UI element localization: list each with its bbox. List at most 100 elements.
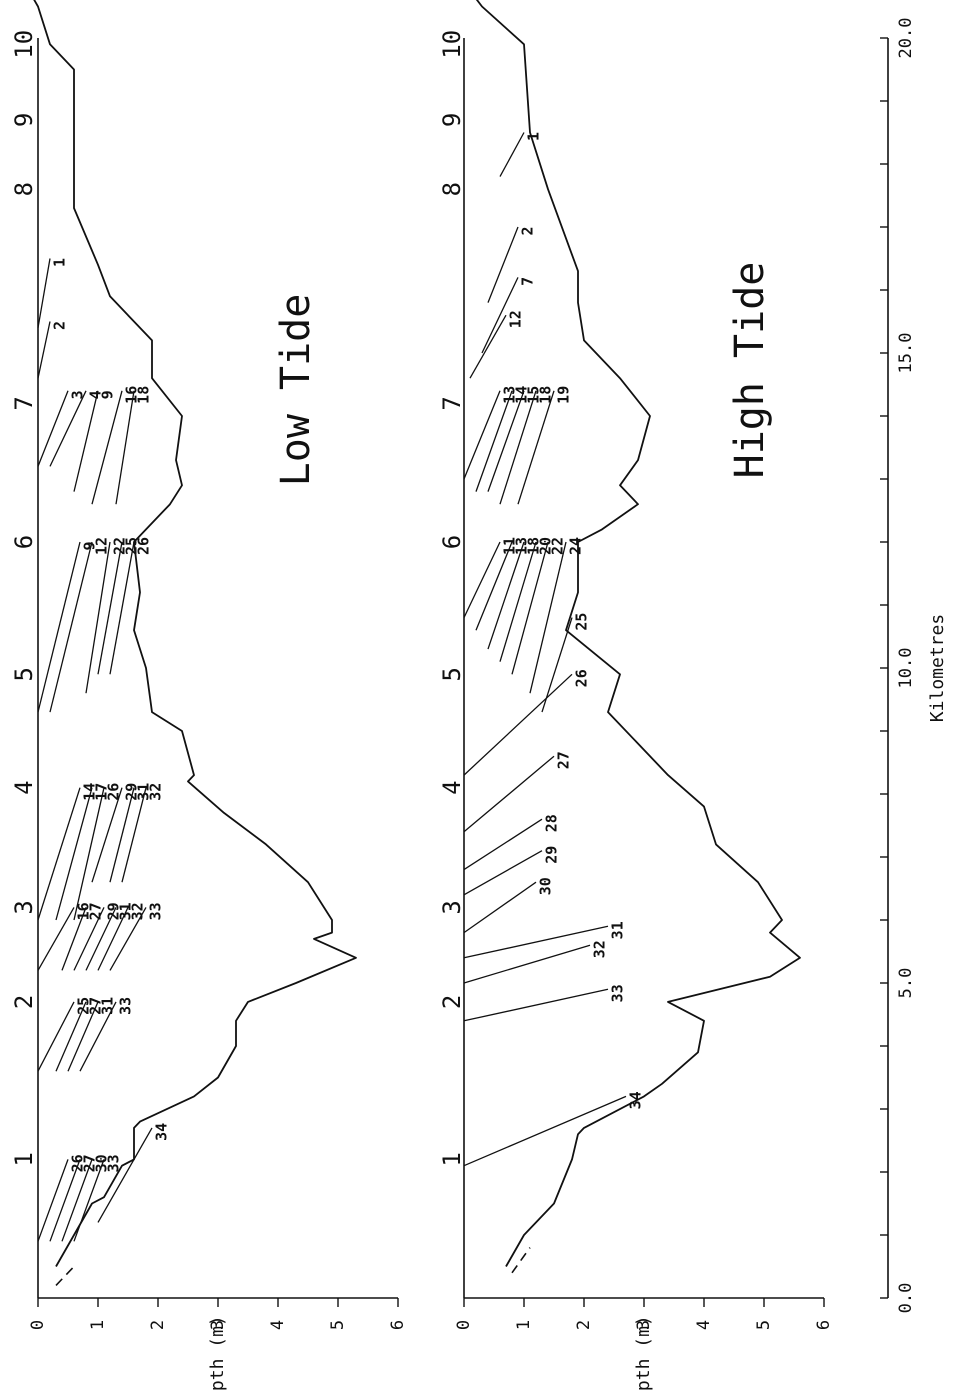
high-tide-contour-label: 14 xyxy=(513,386,531,404)
low-tide-contour-label: 25 xyxy=(75,997,93,1015)
low-tide-isoline xyxy=(73,787,105,921)
low-tide-isoline xyxy=(109,541,135,675)
low-tide-isoline xyxy=(85,541,111,694)
high-tide-isoline xyxy=(463,850,543,896)
high-tide-isoline xyxy=(463,673,573,776)
high-tide-contour-label: 19 xyxy=(555,386,573,404)
low-tide-contour-label: 32 xyxy=(147,783,165,801)
low-tide-contour-label: 26 xyxy=(69,1154,87,1172)
high-tide-isoline xyxy=(517,390,555,505)
low-tide-isoline xyxy=(37,1001,75,1072)
high-tide-station-label: 6 xyxy=(438,535,466,549)
low-tide-station-label: 9 xyxy=(10,113,38,127)
low-tide-isoline xyxy=(49,1159,81,1242)
low-tide-station-label: 1 xyxy=(10,1152,38,1166)
low-tide-contour-label: 12 xyxy=(93,537,111,555)
low-tide-isoline xyxy=(37,541,81,713)
high-tide-depth-tick-label: 5 xyxy=(754,1320,774,1330)
high-tide-isoline xyxy=(463,390,501,480)
high-tide-bottom-profile xyxy=(475,0,801,1267)
distance-tick-label: 15.0 xyxy=(896,333,916,374)
low-tide-contour-label: 27 xyxy=(87,997,105,1015)
high-tide-station-label: 3 xyxy=(438,900,466,914)
low-tide-isoline xyxy=(115,390,135,505)
high-tide-contour-label: 18 xyxy=(537,386,555,404)
low-tide-contour-label: 1 xyxy=(51,258,69,267)
low-tide-bottom-profile xyxy=(33,0,357,1267)
high-tide-contour-label: 25 xyxy=(573,613,591,631)
high-tide-isoline xyxy=(463,1095,627,1167)
low-tide-isoline xyxy=(37,1159,69,1242)
low-tide-contour-label: 4 xyxy=(87,390,105,399)
low-tide-depth-tick-label: 1 xyxy=(88,1320,108,1330)
low-tide-station-label: 8 xyxy=(10,182,38,196)
high-tide-contour-label: 13 xyxy=(501,386,519,404)
high-tide-station-label: 5 xyxy=(438,667,466,681)
high-tide-contour-label: 26 xyxy=(573,669,591,687)
low-tide-station-label: 2 xyxy=(10,995,38,1009)
high-tide-isoline xyxy=(475,390,513,492)
high-tide-station-label: 8 xyxy=(438,182,466,196)
low-tide-isoline xyxy=(73,907,105,971)
high-tide-isoline xyxy=(469,314,507,379)
low-tide-depth-tick-label: 5 xyxy=(328,1320,348,1330)
high-tide-contour-label: 11 xyxy=(501,537,519,555)
low-tide-depth-axis-title: Depth (m) xyxy=(207,1315,228,1390)
high-tide-isoline xyxy=(463,988,609,1022)
high-tide-depth-tick-label: 0 xyxy=(454,1320,474,1330)
low-tide-station-label: 5 xyxy=(10,667,38,681)
low-tide-isoline xyxy=(91,390,123,505)
high-tide-contour-label: 2 xyxy=(519,226,537,235)
high-tide-station-label: 7 xyxy=(438,396,466,410)
high-tide-panel-title: High Tide xyxy=(727,262,773,479)
low-tide-contour-label: 31 xyxy=(135,783,153,801)
high-tide-contour-label: 30 xyxy=(537,877,555,895)
distance-tick-label: 0.0 xyxy=(896,1283,916,1314)
high-tide-isoline xyxy=(463,944,591,984)
high-tide-contour-label: 1 xyxy=(525,132,543,141)
high-tide-isoline xyxy=(487,226,519,303)
low-tide-isoline xyxy=(109,907,147,971)
low-tide-isoline xyxy=(97,541,123,675)
low-tide-isoline xyxy=(85,907,117,971)
high-tide-depth-tick-label: 3 xyxy=(634,1320,654,1330)
low-tide-isoline xyxy=(97,907,129,971)
low-tide-panel-title: Low Tide xyxy=(273,294,319,487)
low-tide-contour-label: 9 xyxy=(99,390,117,399)
low-tide-contour-label: 33 xyxy=(147,902,165,920)
low-tide-isoline xyxy=(37,787,81,921)
high-tide-depth-tick-label: 6 xyxy=(814,1320,834,1330)
low-tide-contour-label: 22 xyxy=(111,537,129,555)
high-tide-station-label: 1 xyxy=(438,1152,466,1166)
high-tide-contour-label: 18 xyxy=(525,537,543,555)
low-tide-contour-label: 32 xyxy=(129,902,147,920)
low-tide-contour-label: 14 xyxy=(81,783,99,801)
low-tide-contour-label: 3 xyxy=(69,390,87,399)
low-tide-dashed-surface xyxy=(55,1265,75,1286)
low-tide-isoline xyxy=(49,541,93,713)
high-tide-isoline xyxy=(463,755,555,833)
low-tide-station-label: 3 xyxy=(10,900,38,914)
low-tide-isoline xyxy=(37,321,51,379)
high-tide-isoline xyxy=(499,390,537,505)
low-tide-station-label: 10 xyxy=(10,30,38,59)
high-tide-depth-tick-label: 4 xyxy=(694,1320,714,1330)
high-tide-isoline xyxy=(481,277,519,354)
low-tide-contour-label: 25 xyxy=(123,537,141,555)
low-tide-contour-label: 26 xyxy=(105,783,123,801)
high-tide-isoline xyxy=(487,541,525,650)
low-tide-contour-label: 33 xyxy=(105,1154,123,1172)
high-tide-isoline xyxy=(463,925,609,959)
low-tide-contour-label: 16 xyxy=(123,386,141,404)
high-tide-depth-axis-title: Depth (m) xyxy=(633,1315,654,1390)
high-tide-isoline xyxy=(499,541,537,662)
high-tide-station-label: 2 xyxy=(438,995,466,1009)
high-tide-isoline xyxy=(511,541,549,675)
low-tide-isoline xyxy=(55,787,93,921)
distance-tick-label: 10.0 xyxy=(896,648,916,689)
low-tide-isoline xyxy=(49,390,87,467)
low-tide-isoline xyxy=(61,1159,93,1242)
high-tide-contour-label: 32 xyxy=(591,940,609,958)
high-tide-isoline xyxy=(529,541,567,694)
